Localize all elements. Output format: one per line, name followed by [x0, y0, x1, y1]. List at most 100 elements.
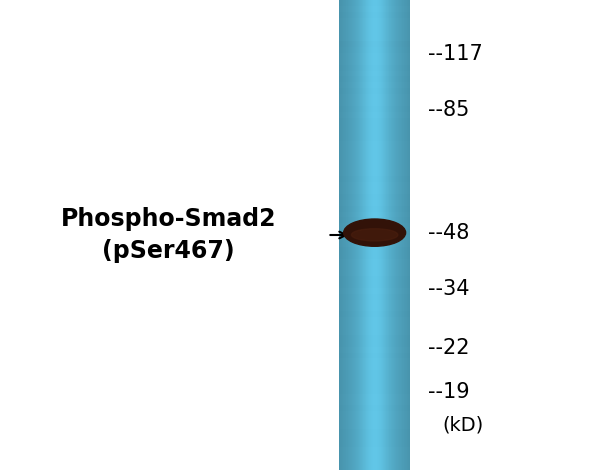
Text: (kD): (kD) — [442, 416, 484, 435]
Bar — [364, 0, 365, 470]
Bar — [339, 294, 410, 300]
Bar — [375, 0, 376, 470]
Ellipse shape — [352, 229, 398, 241]
Bar — [339, 24, 410, 29]
Bar — [380, 0, 381, 470]
Bar — [352, 0, 353, 470]
Bar — [339, 247, 410, 253]
Bar — [339, 35, 410, 41]
Bar — [356, 0, 357, 470]
Bar — [401, 0, 402, 470]
Bar — [339, 223, 410, 229]
Bar — [340, 0, 341, 470]
Text: --85: --85 — [428, 101, 469, 120]
Bar — [339, 194, 410, 200]
Bar — [339, 358, 410, 364]
Bar — [339, 317, 410, 323]
Bar — [341, 0, 342, 470]
Bar — [339, 429, 410, 435]
Bar — [339, 153, 410, 159]
Bar — [372, 0, 373, 470]
Bar — [339, 171, 410, 176]
Text: --19: --19 — [428, 383, 470, 402]
Bar — [339, 376, 410, 382]
Bar — [339, 64, 410, 70]
Bar — [339, 82, 410, 88]
Bar — [339, 241, 410, 247]
Bar — [339, 323, 410, 329]
Bar — [371, 0, 372, 470]
Bar — [339, 12, 410, 17]
Bar — [383, 0, 384, 470]
Bar — [339, 17, 410, 24]
Bar — [339, 270, 410, 276]
Bar — [339, 264, 410, 270]
Bar — [346, 0, 347, 470]
Bar — [370, 0, 371, 470]
Text: --48: --48 — [428, 223, 469, 243]
Bar — [339, 435, 410, 441]
Bar — [339, 59, 410, 64]
Bar — [339, 188, 410, 194]
Bar — [339, 258, 410, 264]
Bar — [397, 0, 398, 470]
Bar — [339, 88, 410, 94]
Bar — [339, 394, 410, 399]
Bar — [339, 0, 340, 470]
Bar — [339, 388, 410, 394]
Bar — [360, 0, 361, 470]
Bar — [339, 135, 410, 141]
Bar — [339, 253, 410, 258]
Bar — [339, 118, 410, 123]
Bar — [339, 41, 410, 47]
Bar — [339, 441, 410, 446]
Bar — [355, 0, 356, 470]
Bar — [339, 129, 410, 135]
Bar — [339, 47, 410, 53]
Bar — [339, 300, 410, 306]
Bar — [339, 164, 410, 171]
Bar — [368, 0, 369, 470]
Bar — [409, 0, 410, 470]
Bar — [339, 352, 410, 358]
Bar — [339, 400, 410, 405]
Bar — [339, 229, 410, 235]
Bar — [339, 76, 410, 82]
Bar — [376, 0, 377, 470]
Bar — [339, 53, 410, 59]
Text: --117: --117 — [428, 44, 483, 64]
Bar — [339, 423, 410, 429]
Bar — [339, 370, 410, 376]
Bar — [339, 382, 410, 388]
Bar — [339, 411, 410, 417]
Ellipse shape — [343, 219, 406, 246]
Bar — [339, 182, 410, 188]
Bar — [369, 0, 370, 470]
Bar — [339, 335, 410, 341]
Bar — [339, 141, 410, 147]
Bar — [391, 0, 392, 470]
Bar — [373, 0, 374, 470]
Bar — [339, 94, 410, 100]
Bar — [354, 0, 355, 470]
Bar — [339, 306, 410, 311]
Bar — [339, 464, 410, 470]
Bar — [403, 0, 404, 470]
Bar — [343, 0, 344, 470]
Text: (pSer467): (pSer467) — [102, 239, 234, 264]
Bar — [339, 217, 410, 223]
Bar — [359, 0, 360, 470]
Bar — [389, 0, 390, 470]
Bar — [339, 452, 410, 458]
Bar — [405, 0, 406, 470]
Bar — [387, 0, 388, 470]
Bar — [339, 282, 410, 288]
Bar — [339, 458, 410, 464]
Bar — [339, 364, 410, 370]
Bar — [339, 206, 410, 212]
Bar — [339, 288, 410, 294]
Bar — [339, 176, 410, 182]
Bar — [342, 0, 343, 470]
Bar — [339, 341, 410, 347]
Bar — [339, 100, 410, 106]
